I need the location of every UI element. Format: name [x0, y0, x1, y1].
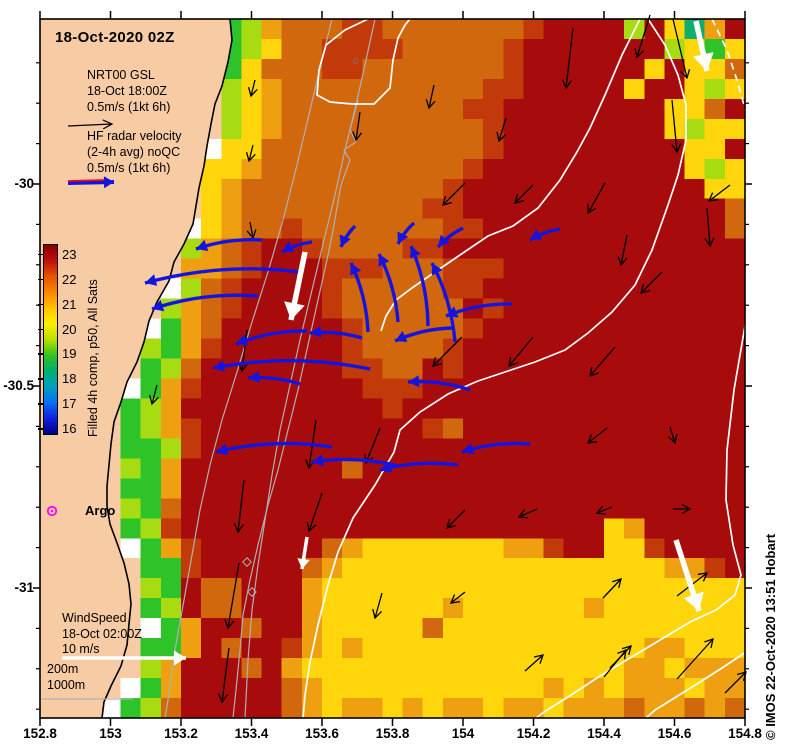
coastline: [101, 18, 233, 719]
y-tick-label: -30: [14, 176, 34, 191]
colorbar-tick: [38, 428, 43, 430]
argo-marker: [46, 505, 58, 517]
colorbar-tick-label: 16: [62, 421, 77, 437]
x-tick-label: 154.4: [587, 726, 621, 741]
x-tick-label: 153: [99, 726, 122, 741]
colorbar-tick: [38, 378, 43, 380]
colorbar-tick-label: 20: [62, 321, 77, 337]
sst-colorbar: [43, 244, 58, 435]
colorbar-tick-label: 19: [62, 346, 77, 362]
colorbar-tick-label: 21: [62, 296, 77, 312]
colorbar-tick: [38, 403, 43, 405]
colorbar-tick-label: 17: [62, 396, 77, 412]
bathymetry-contours: 0: [164, 18, 376, 719]
svg-text:0: 0: [353, 56, 358, 66]
colorbar-tick: [38, 253, 43, 256]
x-tick-label: 154.2: [516, 726, 551, 741]
y-tick-label: -30.5: [3, 378, 34, 393]
land-area: [40, 19, 232, 718]
gsl-current-arrows: [149, 14, 747, 704]
colorbar-tick-label: 22: [62, 271, 77, 287]
x-tick-label: 152.8: [23, 726, 57, 741]
x-tick-label: 154.8: [728, 726, 762, 741]
x-tick-label: 153.6: [305, 726, 339, 741]
x-tick-label: 154: [451, 726, 475, 741]
x-tick-label: 153.8: [375, 726, 410, 741]
colorbar-tick: [38, 328, 43, 331]
colorbar-tick: [38, 303, 43, 306]
x-tick-label: 154.6: [657, 726, 692, 741]
axis-ticks: [33, 11, 752, 726]
x-tick-label: 153.4: [234, 726, 269, 741]
x-tick-label: 153.2: [164, 726, 198, 741]
gsl-contours: [302, 18, 747, 719]
colorbar-tick: [38, 353, 43, 355]
wind-arrows: [62, 20, 714, 666]
colorbar-tick: [38, 278, 43, 281]
y-tick-label: -31: [14, 580, 34, 595]
colorbar-tick-label: 23: [62, 246, 77, 262]
legend-arrows: [42, 119, 133, 700]
colorbar-tick-label: 18: [62, 371, 77, 387]
hf-radar-arrows: [144, 221, 561, 473]
